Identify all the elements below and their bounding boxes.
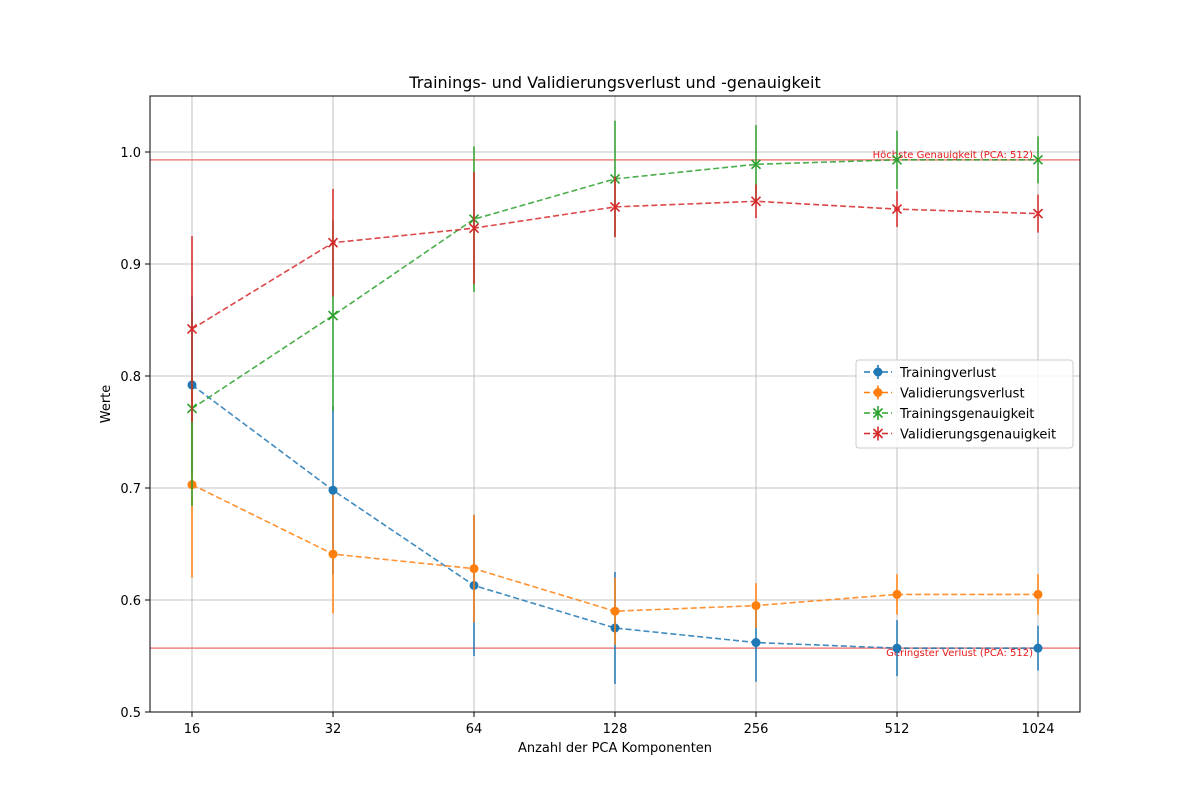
y-tick-label: 0.6 xyxy=(120,594,141,609)
data-point xyxy=(327,310,339,321)
data-point xyxy=(751,601,761,611)
best-accuracy-annotation: Höchste Genauigkeit (PCA: 512) xyxy=(873,150,1033,161)
data-point xyxy=(751,638,761,648)
data-point xyxy=(1032,208,1044,219)
data-point xyxy=(328,549,338,559)
data-point xyxy=(892,589,902,599)
data-point xyxy=(186,323,198,335)
legend-label: Trainingverlust xyxy=(899,366,996,381)
data-point xyxy=(1032,154,1044,165)
y-axis-label: Werte xyxy=(99,385,114,424)
data-point xyxy=(1033,589,1043,599)
data-point xyxy=(328,485,338,495)
data-point xyxy=(610,606,620,616)
x-tick-label: 256 xyxy=(744,722,769,737)
x-tick-label: 32 xyxy=(325,722,342,737)
y-tick-label: 0.9 xyxy=(120,258,141,273)
x-tick-label: 16 xyxy=(184,722,201,737)
data-point xyxy=(1033,643,1043,653)
y-tick-label: 0.5 xyxy=(120,706,141,721)
data-point xyxy=(891,204,903,215)
y-tick-label: 1.0 xyxy=(120,146,141,161)
legend-box xyxy=(855,359,1074,449)
legend-label: Validierungsverlust xyxy=(900,387,1025,402)
x-tick-label: 128 xyxy=(603,722,628,737)
data-point xyxy=(468,223,480,234)
x-axis-label: Anzahl der PCA Komponenten xyxy=(518,741,712,756)
data-point xyxy=(609,201,621,212)
data-point xyxy=(892,643,902,653)
legend-label: Trainingsgenauigkeit xyxy=(899,407,1034,422)
data-point xyxy=(891,154,903,165)
legend-swatch-marker xyxy=(873,388,883,397)
legend-swatch-marker xyxy=(873,367,883,377)
x-tick-label: 512 xyxy=(885,722,910,737)
plot-area: Höchste Genauigkeit (PCA: 512) Geringster… xyxy=(120,95,1081,737)
legend-label: Validierungsgenauigkeit xyxy=(900,428,1056,443)
y-tick-label: 0.8 xyxy=(120,370,141,385)
lowest-loss-annotation: Geringster Verlust (PCA: 512) xyxy=(886,648,1033,659)
x-tick-label: 1024 xyxy=(1021,722,1054,737)
legend-swatch-marker xyxy=(872,407,884,419)
chart-title: Trainings- und Validierungsverlust und -… xyxy=(408,73,820,92)
data-point xyxy=(750,159,762,170)
legend-swatch-marker xyxy=(872,428,884,439)
data-point xyxy=(750,196,762,207)
data-point xyxy=(469,564,479,574)
data-point xyxy=(327,237,339,248)
y-tick-label: 0.7 xyxy=(120,482,141,497)
x-tick-label: 64 xyxy=(466,722,483,737)
